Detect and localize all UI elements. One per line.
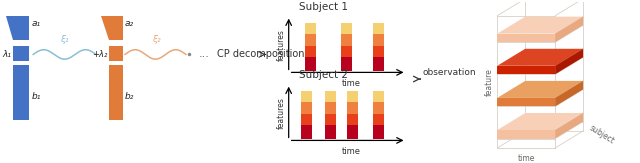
Bar — [301, 102, 312, 114]
Bar — [341, 34, 352, 46]
Polygon shape — [497, 113, 583, 130]
Polygon shape — [555, 49, 583, 74]
Bar — [325, 125, 336, 139]
Polygon shape — [497, 98, 555, 106]
Text: CP decomposition: CP decomposition — [217, 49, 305, 59]
Bar — [305, 23, 316, 34]
Bar — [301, 114, 312, 125]
Bar — [373, 57, 384, 71]
Bar — [301, 125, 312, 139]
Bar — [13, 46, 29, 61]
Bar — [341, 23, 352, 34]
Bar — [347, 114, 358, 125]
Text: features: features — [276, 97, 285, 129]
Polygon shape — [497, 34, 555, 42]
Bar — [373, 114, 384, 125]
Text: +λ₂: +λ₂ — [92, 50, 107, 59]
Bar — [347, 91, 358, 102]
Text: time: time — [342, 147, 360, 156]
Polygon shape — [101, 16, 123, 40]
Text: ξ₁: ξ₁ — [60, 35, 68, 44]
Polygon shape — [497, 49, 583, 66]
Text: a₂: a₂ — [125, 19, 134, 28]
Polygon shape — [497, 66, 555, 74]
Text: λ₁: λ₁ — [2, 50, 12, 59]
Text: Subject 2: Subject 2 — [299, 70, 348, 80]
Text: feature: feature — [484, 68, 493, 96]
Polygon shape — [555, 17, 583, 42]
Bar — [347, 102, 358, 114]
Text: time: time — [518, 154, 535, 163]
Bar — [305, 57, 316, 71]
Text: time: time — [342, 79, 360, 88]
Text: Subject 1: Subject 1 — [299, 2, 348, 12]
Bar — [341, 46, 352, 57]
Bar — [325, 102, 336, 114]
Bar — [373, 46, 384, 57]
Text: observation: observation — [422, 68, 476, 77]
Text: b₁: b₁ — [31, 91, 40, 101]
Polygon shape — [555, 113, 583, 139]
Polygon shape — [497, 130, 555, 139]
Bar — [325, 114, 336, 125]
Bar — [373, 23, 384, 34]
Polygon shape — [555, 81, 583, 106]
Bar — [305, 46, 316, 57]
Bar — [341, 57, 352, 71]
Text: features: features — [276, 29, 285, 61]
Text: a₁: a₁ — [31, 19, 40, 28]
Bar — [373, 102, 384, 114]
Text: subject: subject — [587, 123, 616, 146]
Bar — [373, 125, 384, 139]
Bar — [373, 34, 384, 46]
Bar — [301, 91, 312, 102]
Bar — [305, 34, 316, 46]
Text: ξ₂: ξ₂ — [152, 35, 160, 44]
Bar — [109, 46, 123, 61]
Bar — [347, 125, 358, 139]
Bar — [109, 65, 123, 120]
Bar — [325, 91, 336, 102]
Text: b₂: b₂ — [125, 91, 134, 101]
Polygon shape — [497, 17, 583, 34]
Polygon shape — [497, 81, 583, 98]
Polygon shape — [6, 16, 29, 40]
Bar — [373, 91, 384, 102]
Bar — [13, 65, 29, 120]
Text: ...: ... — [198, 49, 209, 59]
